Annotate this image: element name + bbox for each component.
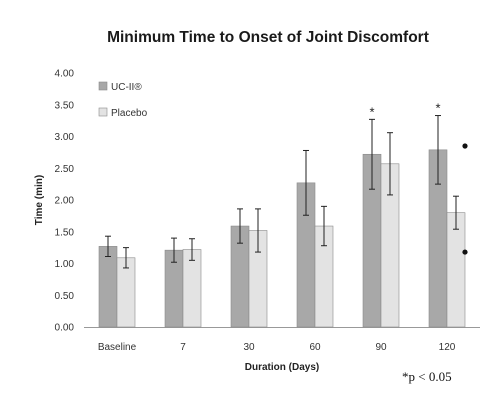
chart-title: Minimum Time to Onset of Joint Discomfor… (107, 29, 429, 46)
y-tick-label: 3.00 (55, 132, 75, 143)
x-axis-label: Duration (Days) (245, 362, 319, 373)
y-tick-label: 0.00 (55, 323, 75, 334)
y-tick-label: 0.50 (55, 291, 75, 302)
bar-placebo (446, 212, 466, 328)
x-tick-label: 60 (309, 342, 321, 353)
significance-star: * (369, 104, 374, 119)
y-tick-label: 2.50 (55, 164, 75, 175)
y-tick-label: 1.50 (55, 227, 75, 238)
legend-label: Placebo (111, 108, 148, 119)
legend-label: UC-II® (111, 82, 142, 93)
side-marker-dot (462, 249, 468, 255)
x-tick-label: 120 (439, 342, 456, 353)
y-tick-label: 4.00 (55, 69, 75, 80)
x-tick-label: 30 (243, 342, 255, 353)
side-marker-dot (462, 143, 468, 149)
x-tick-label: 90 (375, 342, 387, 353)
y-axis-label: Time (min) (34, 175, 45, 225)
y-tick-label: 3.50 (55, 100, 75, 111)
x-tick-label: Baseline (98, 342, 137, 353)
y-tick-label: 1.00 (55, 259, 75, 270)
y-tick-label: 2.00 (55, 196, 75, 207)
legend-swatch (98, 107, 108, 117)
legend-swatch (98, 81, 108, 91)
x-tick-label: 7 (180, 342, 186, 353)
plot-area: 0.00 0.50 1.00 1.50 2.00 2.50 3.00 3.50 4.00 Base… (55, 69, 480, 353)
bar-placebo (182, 249, 202, 328)
bar-uc-ii (98, 246, 118, 328)
significance-footnote: *p < 0.05 (402, 369, 452, 384)
significance-star: * (435, 101, 440, 116)
